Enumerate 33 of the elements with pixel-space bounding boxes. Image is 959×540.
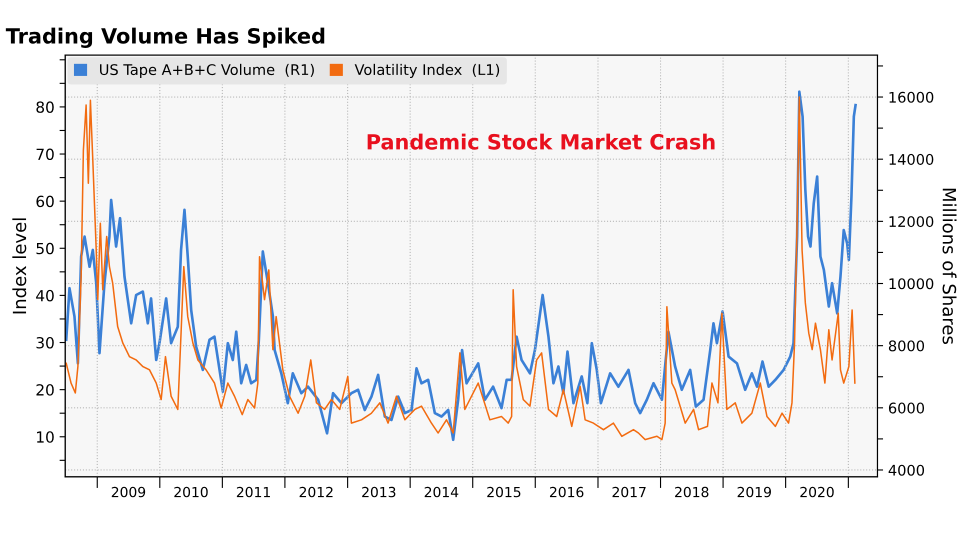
y-tick-label: 10 <box>37 431 54 443</box>
x-tick-label: 2010 <box>174 486 208 498</box>
y2-tick-label: 16000 <box>890 92 934 103</box>
x-tick-label: 2009 <box>112 486 146 498</box>
y-tick-label: 60 <box>36 196 54 208</box>
x-tick-label: 2018 <box>675 486 708 498</box>
x-tick-label: 2011 <box>236 486 270 498</box>
y2-axis-title: Millions of Shares <box>942 188 957 344</box>
y2-tick-label: 4000 <box>888 464 924 476</box>
x-tick-label: 2012 <box>300 486 333 498</box>
y2-tick-label: 14000 <box>890 154 934 165</box>
x-tick-label: 2014 <box>424 486 458 498</box>
x-tick-label: 2013 <box>362 486 396 498</box>
y-tick-label: 40 <box>36 290 54 302</box>
y-tick-label: 50 <box>36 242 54 254</box>
y-tick-label: 80 <box>36 101 54 113</box>
y2-tick-label: 10000 <box>890 278 934 290</box>
y-tick-label: 20 <box>36 384 54 396</box>
y-tick-label: 30 <box>36 336 54 349</box>
y-axis-title: Index level <box>12 218 26 314</box>
chart-title: Trading Volume Has Spiked <box>6 28 324 48</box>
x-tick-label: 2016 <box>550 486 584 498</box>
y2-tick-label: 8000 <box>888 340 924 352</box>
y-tick-label: 70 <box>36 148 54 160</box>
x-tick-label: 2020 <box>800 486 834 498</box>
legend-label: Volatility Index (L1) <box>354 64 500 78</box>
x-tick-label: 2015 <box>487 486 520 498</box>
x-tick-label: 2019 <box>738 486 771 498</box>
y2-tick-label: 6000 <box>888 402 924 414</box>
legend-label: US Tape A+B+C Volume (R1) <box>100 64 314 78</box>
y2-tick-label: 12000 <box>890 216 934 228</box>
annotation: Pandemic Stock Market Crash <box>368 134 715 150</box>
x-tick-label: 2017 <box>612 486 646 498</box>
